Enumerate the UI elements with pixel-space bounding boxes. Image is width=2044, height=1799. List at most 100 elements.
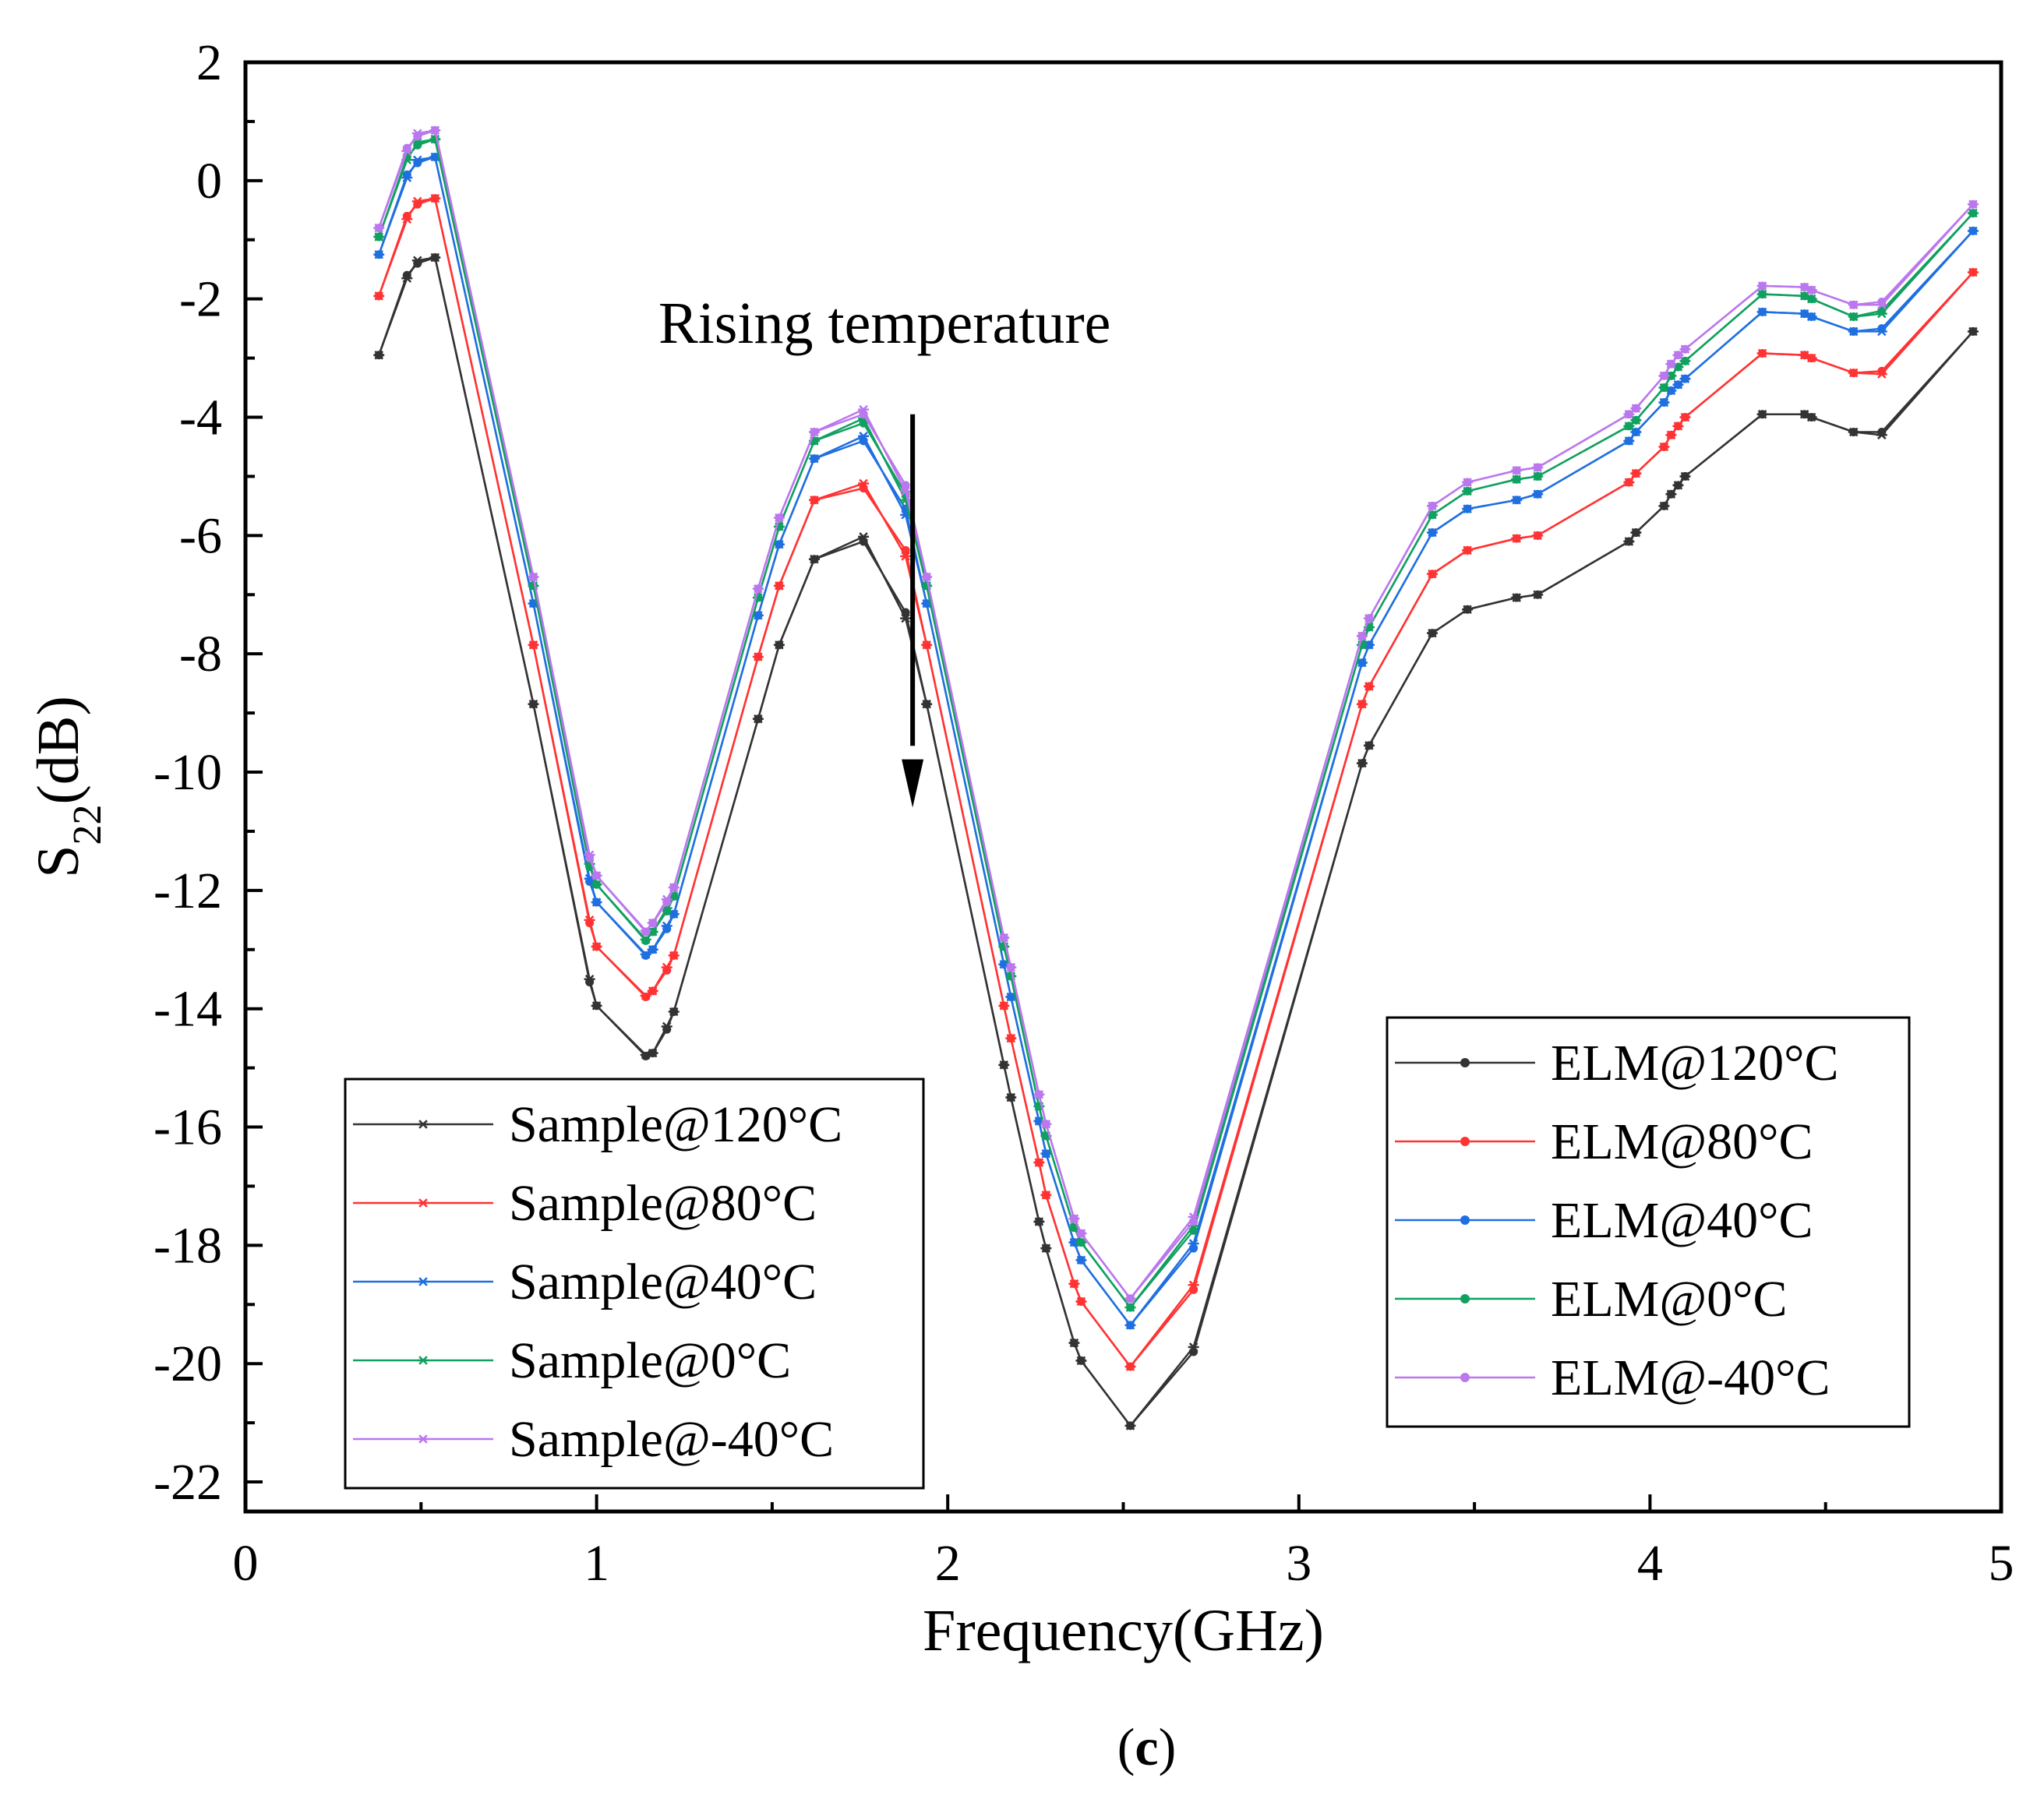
legend-label: ELM@40°C (1551, 1192, 1813, 1249)
elm-point (1666, 359, 1675, 369)
elm-point (1849, 326, 1859, 336)
legend-label: ELM@120°C (1551, 1035, 1839, 1092)
elm-point (585, 919, 595, 928)
elm-point (662, 965, 672, 975)
elm-point (1006, 1034, 1015, 1043)
figure-caption: (c) (1117, 1717, 1177, 1776)
elm-point (1533, 531, 1542, 540)
elm-point (1126, 1321, 1135, 1330)
elm-point (1673, 380, 1682, 390)
elm-point (1364, 741, 1374, 750)
elm-point (1189, 1347, 1199, 1356)
elm-point (1849, 300, 1859, 309)
legend-label: Sample@0°C (509, 1332, 791, 1389)
legend-dot-marker (1460, 1215, 1470, 1225)
elm-point (374, 351, 383, 360)
legend-label: ELM@80°C (1551, 1113, 1813, 1170)
elm-point (592, 880, 602, 889)
rising-temperature-annotation: Rising temperature (658, 291, 1110, 808)
x-tick-label: 3 (1286, 1535, 1311, 1592)
elm-point (754, 652, 763, 661)
series-layer (373, 125, 1979, 1430)
x-tick-label: 1 (584, 1535, 609, 1592)
elm-point (1041, 1120, 1050, 1129)
elm-point (1666, 489, 1675, 499)
elm-point (413, 158, 422, 168)
elm-point (1533, 489, 1542, 499)
y-tick-label: 0 (196, 153, 222, 210)
elm-point (1069, 1238, 1078, 1247)
y-tick-label: -12 (154, 862, 222, 919)
elm-point (1680, 344, 1689, 354)
legend-label: Sample@120°C (509, 1096, 842, 1153)
elm-point (1428, 501, 1437, 510)
y-tick-label: -16 (154, 1099, 222, 1156)
elm-point (1624, 422, 1633, 431)
legend-dot-marker (1460, 1294, 1470, 1303)
elm-point (1189, 1217, 1199, 1226)
elm-point (648, 1049, 658, 1058)
elm-point (1428, 629, 1437, 638)
elm-point (1877, 306, 1887, 316)
legend-dot-marker (1460, 1137, 1470, 1146)
elm-point (1533, 463, 1542, 472)
elm-point (754, 714, 763, 724)
elm-point (592, 942, 602, 951)
elm-point (641, 993, 651, 1002)
elm-point (641, 951, 651, 960)
elm-point (1849, 427, 1859, 436)
elm-point (662, 924, 672, 933)
elm-point (1680, 374, 1689, 383)
elm-point (413, 132, 422, 141)
elm-point (1877, 324, 1887, 333)
elm-point (1006, 963, 1015, 972)
x-tick-label: 5 (1989, 1535, 2014, 1592)
elm-point (1006, 993, 1015, 1002)
legend-star-marker (418, 1356, 429, 1365)
legend-dot-marker (1460, 1373, 1470, 1382)
elm-point (922, 572, 931, 581)
elm-point (1512, 466, 1521, 475)
elm-point (754, 611, 763, 620)
elm-point (1624, 537, 1633, 546)
elm-point (528, 640, 538, 650)
elm-point (1877, 297, 1887, 306)
elm-point (1364, 682, 1374, 691)
elm-point (1512, 474, 1521, 484)
elm-point (402, 211, 411, 220)
elm-point (1463, 486, 1472, 496)
elm-point (901, 481, 910, 490)
elm-point (1968, 326, 1978, 336)
elm-point (585, 978, 595, 987)
elm-point (1428, 528, 1437, 538)
caption-open: ( (1117, 1717, 1135, 1776)
y-axis-title-main: S (26, 845, 91, 878)
y-tick-label: -18 (154, 1217, 222, 1274)
elm-point (669, 951, 679, 960)
elm-point (1069, 1279, 1078, 1289)
elm-point (1357, 700, 1367, 709)
elm-point (1849, 312, 1859, 321)
elm-point (754, 584, 763, 594)
elm-point (1758, 410, 1767, 419)
elm-point (999, 1001, 1008, 1011)
elm-point (1807, 285, 1816, 295)
elm-point (1631, 528, 1640, 538)
elm-point (1631, 404, 1640, 413)
elm-point (1076, 1296, 1086, 1306)
x-axis-title: Frequency(GHz) (923, 1598, 1324, 1663)
y-tick-label: -6 (179, 507, 222, 564)
elm-point (1533, 590, 1542, 599)
y-tick-label: -20 (154, 1335, 222, 1392)
elm-point (1631, 415, 1640, 425)
elm-point (1666, 371, 1675, 380)
elm-point (922, 700, 931, 709)
elm-point (1968, 199, 1978, 209)
elm-point (1800, 309, 1809, 319)
elm-point (1800, 291, 1809, 301)
elm-point (1126, 1294, 1135, 1303)
elm-point (1126, 1303, 1135, 1312)
elm-point (1631, 427, 1640, 436)
down-arrow-icon (902, 759, 924, 808)
